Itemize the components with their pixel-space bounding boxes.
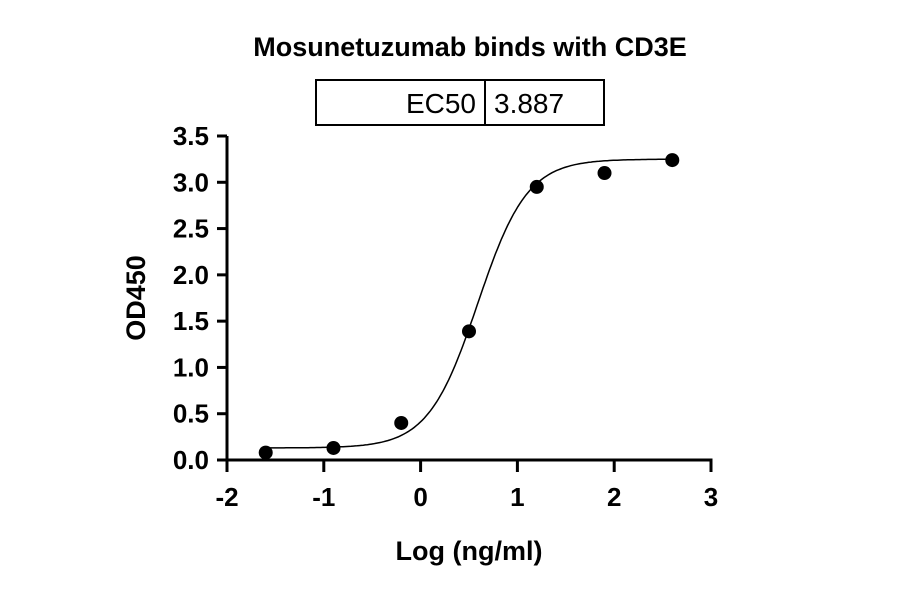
y-tick-label: 1.5 [173,306,209,336]
y-tick-label: 3.0 [173,167,209,197]
data-point [597,166,612,181]
y-tick-label: 3.5 [173,121,209,151]
data-point [258,445,273,460]
fit-curve [265,158,673,449]
y-tick-label: 1.0 [173,352,209,382]
y-tick-label: 2.0 [173,260,209,290]
x-tick-label: 2 [607,482,621,512]
marks [258,153,680,460]
ec50-label: EC50 [406,88,476,119]
x-axis-label: Log (ng/ml) [396,536,543,566]
data-point [394,415,409,430]
data-point [665,153,680,168]
chart-title: Mosunetuzumab binds with CD3E [253,32,687,62]
data-point [529,179,544,194]
y-tick-label: 2.5 [173,214,209,244]
x-tick-label: -1 [312,482,335,512]
axes: 0.0 0.5 1.0 1.5 2.0 2.5 3.0 3.5 -2 -1 0 1 2 3 [173,121,718,512]
ec50-table: EC50 3.887 [315,79,605,126]
x-tick-label: 3 [704,482,718,512]
ec50-value: 3.887 [494,88,564,119]
data-point [462,324,476,339]
y-axis-label: OD450 [121,255,151,341]
x-tick-label: 0 [413,482,427,512]
y-tick-label: 0.5 [173,399,209,429]
x-tick-label: -2 [215,482,238,512]
data-point [326,440,341,455]
y-tick-label: 0.0 [173,445,209,475]
x-tick-label: 1 [510,482,524,512]
